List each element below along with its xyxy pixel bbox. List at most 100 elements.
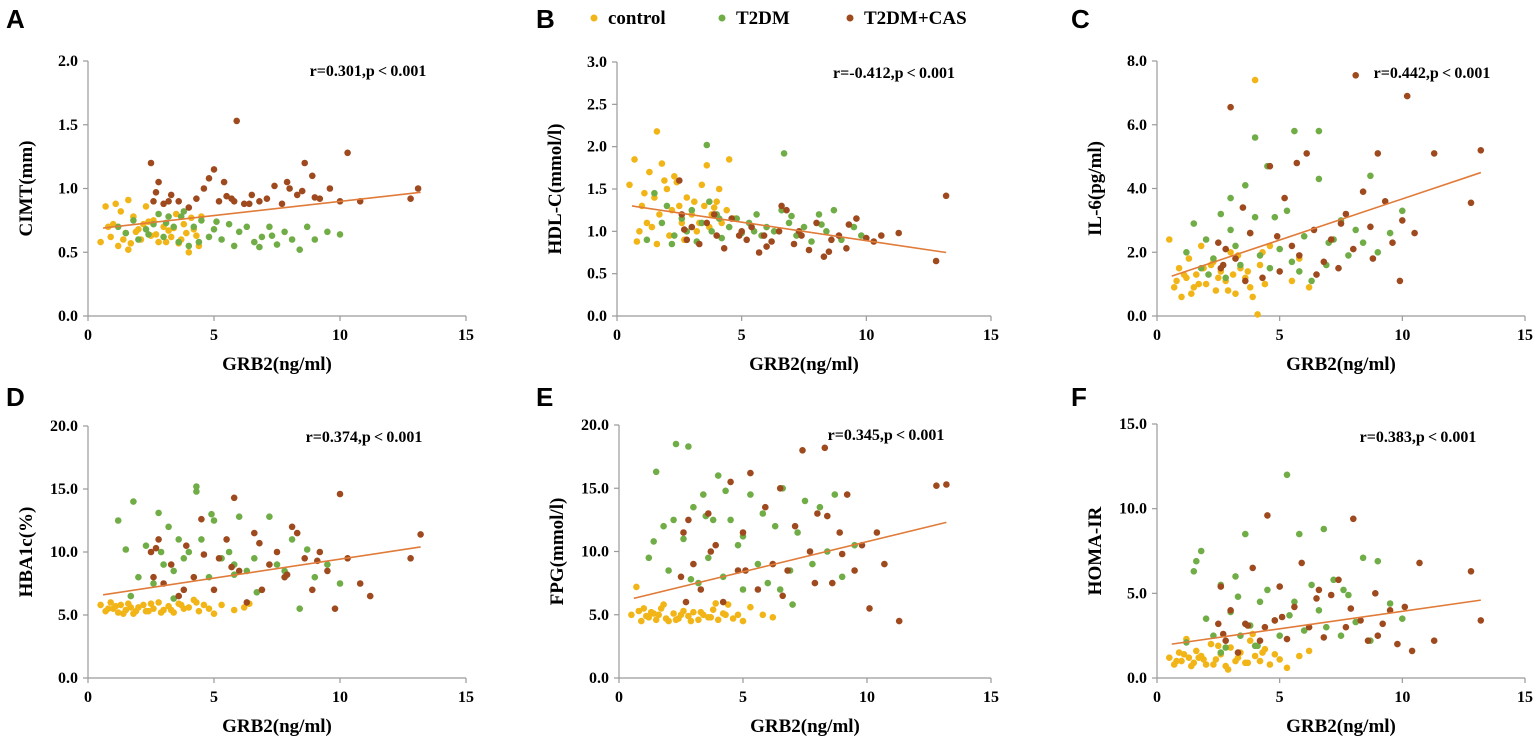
data-point — [1283, 471, 1291, 479]
data-point — [1205, 271, 1212, 278]
legend-label: T2DM — [736, 8, 790, 29]
data-point — [1180, 651, 1188, 658]
y-tick-label: 0.0 — [1127, 308, 1147, 325]
series-t2dm-cas — [147, 117, 422, 211]
panel-a: A 0.0 0.5 1.0 1.5 2.0 0 5 10 15 GRB2(ng/ml) CIMT(mm… — [6, 4, 474, 375]
data-point — [198, 536, 205, 543]
data-point — [167, 606, 175, 614]
data-point — [344, 149, 351, 157]
y-tick-label: 5.0 — [58, 607, 78, 624]
x-tick-label: 0 — [1153, 327, 1161, 344]
y-tick-label: 0.0 — [1127, 670, 1147, 687]
data-point — [107, 233, 114, 241]
data-point — [1244, 659, 1252, 667]
data-point — [177, 601, 185, 609]
data-point — [748, 223, 755, 231]
data-point — [1193, 271, 1200, 278]
data-point — [162, 238, 170, 246]
data-point — [1367, 223, 1374, 231]
legend-item-t2dm-cas: T2DM+CAS — [846, 8, 967, 29]
data-point — [1276, 656, 1283, 663]
data-point — [790, 240, 798, 248]
data-point — [805, 246, 813, 254]
data-point — [799, 447, 806, 454]
data-point — [195, 238, 203, 246]
data-point — [1291, 603, 1298, 611]
data-point — [152, 231, 160, 238]
data-point — [273, 548, 281, 556]
data-point — [1166, 236, 1173, 243]
data-point — [661, 177, 668, 184]
data-point — [228, 563, 235, 571]
data-point — [1259, 649, 1266, 656]
data-point — [1173, 657, 1180, 665]
data-point — [170, 595, 177, 602]
data-point — [175, 536, 182, 543]
data-point — [1315, 586, 1323, 594]
panel-c: C 0.0 2.0 4.0 6.0 8.0 0 5 10 15 GRB2(ng/ml) IL-6(pg… — [1071, 4, 1533, 375]
data-point — [97, 601, 104, 609]
panels: A 0.0 0.5 1.0 1.5 2.0 0 5 10 15 GRB2(ng/ml) CIMT(mm… — [6, 4, 1533, 737]
data-point — [685, 443, 692, 450]
y-tick-label: 20.0 — [50, 418, 78, 435]
y-tick-label: 5.0 — [589, 607, 609, 624]
data-point — [336, 231, 344, 238]
data-point — [1374, 249, 1382, 256]
data-point — [235, 513, 243, 520]
series-control — [97, 196, 205, 256]
data-point — [1300, 233, 1308, 240]
data-point — [122, 229, 130, 237]
data-point — [1237, 261, 1244, 269]
data-point — [1249, 564, 1256, 572]
data-point — [1202, 280, 1210, 288]
data-point — [764, 579, 772, 587]
data-point — [1396, 277, 1404, 285]
series-control — [628, 583, 777, 625]
data-point — [1288, 258, 1296, 266]
data-point — [240, 200, 248, 208]
data-point — [230, 198, 238, 205]
data-point — [707, 614, 715, 621]
data-point — [650, 610, 657, 617]
data-point — [707, 548, 715, 555]
data-point — [697, 608, 705, 616]
y-tick-label: 1.0 — [58, 181, 78, 198]
data-point — [1352, 226, 1359, 234]
data-point — [672, 616, 680, 624]
data-point — [205, 175, 213, 182]
data-point — [1337, 632, 1345, 639]
data-point — [1222, 644, 1229, 651]
data-point — [1303, 150, 1310, 157]
legend-item-control: control — [590, 8, 666, 29]
data-point — [1185, 255, 1193, 262]
data-point — [246, 200, 253, 208]
data-point — [114, 609, 122, 616]
data-point — [1232, 290, 1239, 298]
x-axis-title: GRB2(ng/ml) — [222, 716, 332, 737]
data-point — [754, 560, 762, 568]
data-point — [193, 195, 200, 202]
data-point — [770, 228, 778, 235]
data-point — [283, 178, 291, 186]
data-point — [685, 612, 692, 620]
data-point — [324, 567, 331, 575]
data-point — [183, 229, 190, 237]
data-point — [1190, 284, 1198, 291]
data-point — [851, 567, 858, 574]
data-point — [776, 586, 784, 593]
data-point — [709, 516, 717, 524]
data-point — [643, 219, 651, 227]
data-point — [1210, 255, 1217, 262]
y-tick-label: 1.0 — [587, 223, 607, 240]
data-point — [200, 185, 208, 192]
data-point — [293, 191, 301, 199]
data-point — [1381, 198, 1389, 205]
x-axis-title: GRB2(ng/ml) — [749, 354, 859, 375]
x-axis-title: GRB2(ng/ml) — [750, 716, 860, 737]
data-point — [1227, 226, 1234, 234]
data-point — [301, 555, 309, 562]
x-tick-label: 5 — [210, 327, 218, 344]
data-point — [273, 241, 281, 248]
data-point — [712, 541, 719, 549]
data-point — [785, 219, 793, 227]
